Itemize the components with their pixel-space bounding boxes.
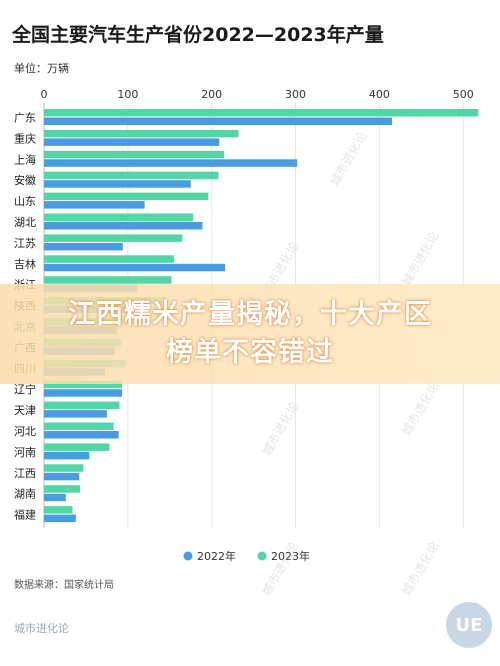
unit-label: 单位：万辆 <box>14 62 69 75</box>
legend-label: 2022年 <box>197 549 236 563</box>
bar-2022 <box>44 451 90 460</box>
legend-marker <box>183 551 193 561</box>
bar-2022 <box>44 117 392 125</box>
bar-2023 <box>44 255 174 263</box>
bar-2023 <box>44 192 209 201</box>
category-label: 广东 <box>14 112 36 125</box>
bar-2023 <box>44 422 114 430</box>
x-tick-label: 200 <box>201 88 222 101</box>
bar-2022 <box>44 159 298 167</box>
x-tick-label: 300 <box>285 88 306 101</box>
category-label: 天津 <box>14 404 36 417</box>
bar-2022 <box>44 431 119 439</box>
bar-2023 <box>44 171 219 180</box>
bar-2023 <box>44 464 84 472</box>
category-label: 福建 <box>14 508 36 522</box>
category-label: 河南 <box>14 446 36 459</box>
bar-2023 <box>44 380 122 389</box>
bar-2023 <box>44 213 194 221</box>
bar-2022 <box>44 180 191 188</box>
category-label: 安徽 <box>14 173 36 187</box>
bar-2023 <box>44 234 183 242</box>
legend-marker <box>257 551 267 561</box>
category-label: 江西 <box>14 467 36 480</box>
bar-2023 <box>44 150 225 159</box>
x-tick-label: 500 <box>453 88 474 101</box>
category-label: 辽宁 <box>14 382 36 396</box>
brand-logo-icon: UE <box>446 602 492 648</box>
chart-title: 全国主要汽车生产省份2022—2023年产量 <box>12 24 384 46</box>
bar-2023 <box>44 276 172 284</box>
bar-2023 <box>44 443 110 451</box>
bar-2022 <box>44 201 145 209</box>
legend-label: 2023年 <box>271 549 310 563</box>
category-label: 山东 <box>14 195 36 208</box>
category-label: 湖北 <box>14 216 36 229</box>
category-label: 上海 <box>14 152 36 166</box>
bar-2022 <box>44 389 122 397</box>
bar-2022 <box>44 493 66 502</box>
bar-2023 <box>44 109 479 117</box>
banner-line-2: 榜单不容错过 <box>166 337 334 368</box>
x-tick-label: 100 <box>117 88 138 101</box>
bar-2022 <box>44 472 80 481</box>
bar-2022 <box>44 222 203 230</box>
bar-2022 <box>44 514 76 523</box>
x-tick-label: 400 <box>369 88 390 101</box>
bar-2022 <box>44 263 226 272</box>
data-source: 数据来源：国家统计局 <box>14 580 114 591</box>
category-label: 湖南 <box>14 488 36 501</box>
category-label: 吉林 <box>14 257 36 271</box>
bar-2022 <box>44 138 220 146</box>
category-label: 江苏 <box>14 237 36 250</box>
category-label: 河北 <box>14 425 36 438</box>
bar-2023 <box>44 401 120 410</box>
x-tick-label: 0 <box>41 88 48 101</box>
bar-2022 <box>44 242 123 251</box>
bar-2022 <box>44 410 107 418</box>
banner-line-1: 江西糯米产量揭秘，十大产区 <box>68 299 432 330</box>
bar-2023 <box>44 129 239 138</box>
bar-2023 <box>44 506 73 514</box>
category-label: 重庆 <box>14 131 36 145</box>
overlay-banner: 江西糯米产量揭秘，十大产区 榜单不容错过 <box>0 284 500 384</box>
brand-name: 城市进化论 <box>14 622 69 635</box>
bar-2023 <box>44 485 81 493</box>
